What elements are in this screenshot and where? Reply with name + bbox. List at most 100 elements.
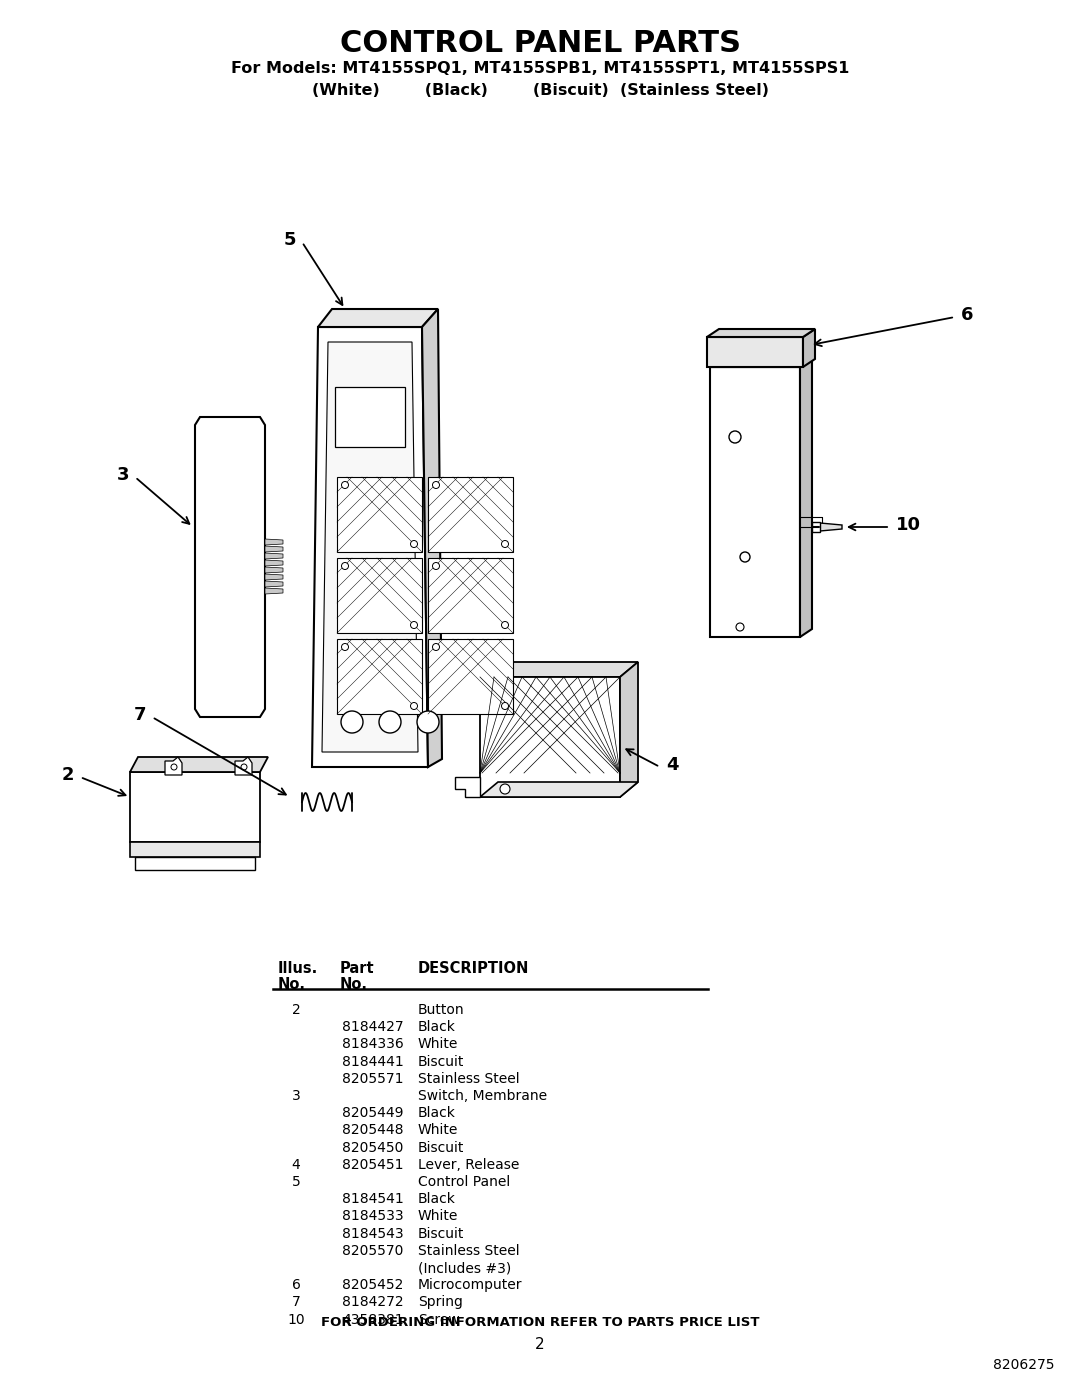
Text: White: White	[418, 1210, 458, 1224]
Text: For Models: MT4155SPQ1, MT4155SPB1, MT4155SPT1, MT4155SPS1: For Models: MT4155SPQ1, MT4155SPB1, MT41…	[231, 61, 849, 75]
Text: Switch, Membrane: Switch, Membrane	[418, 1090, 548, 1104]
Circle shape	[501, 541, 509, 548]
Polygon shape	[335, 387, 405, 447]
Text: 8184336: 8184336	[342, 1038, 404, 1052]
Circle shape	[500, 784, 510, 793]
Text: 8205451: 8205451	[342, 1158, 404, 1172]
Text: 8205452: 8205452	[342, 1278, 403, 1292]
Text: 10: 10	[896, 515, 921, 534]
Text: 7: 7	[292, 1295, 300, 1309]
Text: Microcomputer: Microcomputer	[418, 1278, 523, 1292]
Text: Black: Black	[418, 1106, 456, 1120]
Text: 8205570: 8205570	[342, 1243, 403, 1257]
Text: Spring: Spring	[418, 1295, 463, 1309]
Text: 4: 4	[292, 1158, 300, 1172]
Text: 5: 5	[283, 231, 296, 249]
Text: 8206275: 8206275	[994, 1358, 1055, 1372]
Polygon shape	[820, 522, 842, 531]
Text: 8205571: 8205571	[342, 1071, 404, 1085]
Text: 8184427: 8184427	[342, 1020, 404, 1034]
Text: 7: 7	[134, 705, 146, 724]
Text: 8184272: 8184272	[342, 1295, 404, 1309]
Text: 6: 6	[292, 1278, 300, 1292]
Text: White: White	[418, 1123, 458, 1137]
Polygon shape	[130, 757, 268, 773]
Circle shape	[171, 764, 177, 770]
Text: Biscuit: Biscuit	[418, 1227, 464, 1241]
Circle shape	[432, 563, 440, 570]
Polygon shape	[707, 330, 815, 337]
Circle shape	[379, 711, 401, 733]
Polygon shape	[480, 662, 638, 678]
Circle shape	[341, 644, 349, 651]
Text: White: White	[418, 1038, 458, 1052]
Polygon shape	[428, 638, 513, 714]
Polygon shape	[312, 327, 428, 767]
Text: 8205448: 8205448	[342, 1123, 404, 1137]
Polygon shape	[265, 539, 283, 545]
Text: Control Panel: Control Panel	[418, 1175, 510, 1189]
Polygon shape	[130, 842, 260, 856]
Polygon shape	[195, 416, 265, 717]
Polygon shape	[235, 757, 252, 775]
Text: 5: 5	[292, 1175, 300, 1189]
Polygon shape	[165, 757, 183, 775]
Circle shape	[432, 644, 440, 651]
Circle shape	[432, 482, 440, 489]
Text: Illus.: Illus.	[278, 961, 319, 977]
Text: Part: Part	[340, 961, 375, 977]
Polygon shape	[135, 856, 255, 870]
Circle shape	[740, 552, 750, 562]
Text: 8184533: 8184533	[342, 1210, 404, 1224]
Polygon shape	[265, 546, 283, 552]
Polygon shape	[265, 581, 283, 587]
Text: No.: No.	[340, 977, 368, 992]
Text: Black: Black	[418, 1020, 456, 1034]
Text: 3: 3	[292, 1090, 300, 1104]
Polygon shape	[337, 557, 422, 633]
Polygon shape	[265, 567, 283, 573]
Text: 8184543: 8184543	[342, 1227, 404, 1241]
Text: Screw: Screw	[418, 1313, 460, 1327]
Polygon shape	[812, 522, 820, 532]
Text: Button: Button	[418, 1003, 464, 1017]
Polygon shape	[265, 560, 283, 566]
Text: Biscuit: Biscuit	[418, 1055, 464, 1069]
Text: 2: 2	[62, 766, 75, 784]
Polygon shape	[265, 553, 283, 559]
Polygon shape	[800, 359, 812, 637]
Text: 2: 2	[292, 1003, 300, 1017]
Text: 6: 6	[961, 306, 973, 324]
Polygon shape	[337, 476, 422, 552]
Circle shape	[735, 623, 744, 631]
Circle shape	[341, 482, 349, 489]
Polygon shape	[620, 662, 638, 798]
Text: 8205450: 8205450	[342, 1140, 403, 1154]
Polygon shape	[707, 337, 804, 367]
Text: (White)        (Black)        (Biscuit)  (Stainless Steel): (White) (Black) (Biscuit) (Stainless Ste…	[311, 82, 769, 98]
Circle shape	[341, 563, 349, 570]
Text: 3: 3	[117, 467, 129, 483]
Polygon shape	[265, 588, 283, 594]
Polygon shape	[265, 574, 283, 580]
Circle shape	[241, 764, 247, 770]
Text: 4358381: 4358381	[342, 1313, 404, 1327]
Circle shape	[410, 541, 418, 548]
Polygon shape	[710, 359, 812, 367]
Polygon shape	[428, 557, 513, 633]
Polygon shape	[804, 330, 815, 367]
Text: Biscuit: Biscuit	[418, 1140, 464, 1154]
Circle shape	[341, 711, 363, 733]
Text: CONTROL PANEL PARTS: CONTROL PANEL PARTS	[339, 29, 741, 59]
Text: (Includes #3): (Includes #3)	[418, 1261, 511, 1275]
Text: No.: No.	[278, 977, 306, 992]
Polygon shape	[337, 638, 422, 714]
Polygon shape	[130, 773, 260, 842]
Polygon shape	[455, 777, 480, 798]
Circle shape	[729, 432, 741, 443]
Text: Black: Black	[418, 1192, 456, 1206]
Text: 4: 4	[666, 756, 678, 774]
Polygon shape	[318, 309, 438, 327]
Circle shape	[417, 711, 438, 733]
Text: 8184541: 8184541	[342, 1192, 404, 1206]
